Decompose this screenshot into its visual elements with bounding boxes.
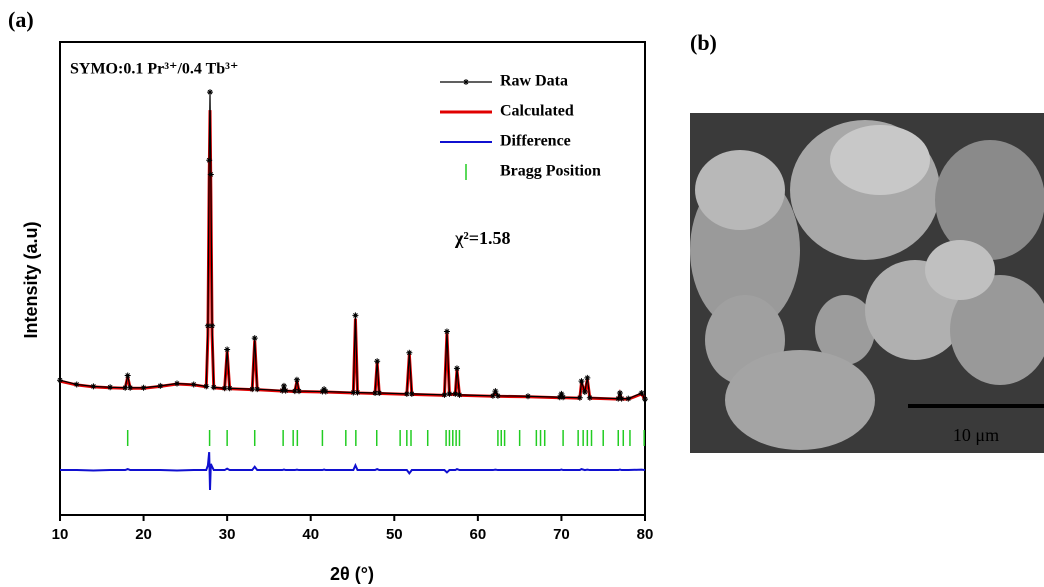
- data-marker: [209, 322, 216, 329]
- sem-image: [690, 113, 1044, 453]
- plot-frame: [59, 41, 646, 516]
- data-marker: [584, 374, 591, 381]
- data-marker: [254, 386, 261, 393]
- data-marker: [57, 377, 63, 384]
- data-marker: [73, 381, 80, 388]
- data-marker: [249, 386, 256, 393]
- legend-label: Raw Data: [500, 73, 568, 90]
- data-marker: [352, 312, 359, 319]
- data-marker: [224, 346, 231, 353]
- data-marker: [350, 389, 357, 396]
- data-marker: [441, 391, 448, 398]
- data-marker: [319, 388, 326, 395]
- data-marker: [291, 388, 298, 395]
- data-marker: [157, 382, 164, 389]
- x-tick-label: 70: [553, 526, 570, 543]
- data-marker: [492, 388, 499, 395]
- data-marker: [560, 394, 567, 401]
- data-marker: [293, 376, 300, 383]
- x-tick-label: 50: [386, 526, 403, 543]
- data-marker: [406, 349, 413, 356]
- data-marker: [190, 381, 197, 388]
- data-marker: [354, 389, 361, 396]
- data-marker: [578, 378, 585, 385]
- data-marker: [556, 394, 563, 401]
- x-axis-label: 2θ (°): [330, 564, 374, 584]
- x-tick-label: 30: [219, 526, 236, 543]
- series-line: [60, 451, 646, 490]
- data-marker: [122, 384, 129, 391]
- data-marker: [489, 392, 496, 399]
- data-marker: [586, 394, 593, 401]
- data-marker: [279, 387, 286, 394]
- data-marker: [282, 387, 289, 394]
- data-marker: [494, 392, 501, 399]
- data-marker: [210, 384, 217, 391]
- legend-marker: [463, 79, 469, 85]
- data-marker: [558, 390, 565, 397]
- chart-title: SYMO:0.1 Pr³⁺/0.4 Tb³⁺: [70, 61, 238, 78]
- data-marker: [296, 388, 303, 395]
- data-marker: [280, 382, 287, 389]
- data-marker: [107, 384, 114, 391]
- data-marker: [127, 384, 134, 391]
- data-marker: [204, 322, 211, 329]
- data-marker: [321, 386, 328, 393]
- x-tick-label: 60: [470, 526, 487, 543]
- data-marker: [616, 389, 623, 396]
- data-marker: [376, 389, 383, 396]
- panel-label: (a): [8, 7, 34, 32]
- data-marker: [642, 396, 648, 403]
- legend-label: Bragg Position: [500, 163, 601, 180]
- data-marker: [625, 395, 632, 402]
- legend-label: Difference: [500, 133, 571, 150]
- x-tick-label: 10: [52, 526, 69, 543]
- data-marker: [453, 365, 460, 372]
- data-marker: [615, 395, 622, 402]
- data-marker: [446, 390, 453, 397]
- data-marker: [221, 385, 228, 392]
- data-marker: [207, 171, 214, 178]
- x-tick-label: 20: [135, 526, 152, 543]
- data-marker: [618, 395, 625, 402]
- legend-label: Calculated: [500, 103, 574, 120]
- annotation: χ²=1.58: [454, 228, 510, 248]
- y-axis-label: Intensity (a.u): [21, 221, 41, 338]
- data-marker: [456, 391, 463, 398]
- panel-label: (b): [690, 30, 717, 55]
- data-marker: [408, 390, 415, 397]
- data-marker: [403, 390, 410, 397]
- data-marker: [638, 389, 645, 396]
- data-marker: [174, 380, 180, 387]
- data-marker: [251, 335, 258, 342]
- data-marker: [90, 383, 97, 390]
- data-marker: [207, 89, 214, 96]
- x-tick-label: 40: [302, 526, 319, 543]
- scale-bar-label: 10 μm: [953, 425, 999, 445]
- data-marker: [124, 372, 131, 379]
- data-marker: [525, 393, 531, 400]
- series-line: [59, 110, 647, 401]
- data-marker: [140, 384, 147, 391]
- data-marker: [443, 328, 450, 335]
- data-marker: [203, 383, 210, 390]
- x-tick-label: 80: [637, 526, 654, 543]
- data-marker: [452, 390, 459, 397]
- data-marker: [372, 389, 379, 396]
- data-marker: [374, 358, 381, 365]
- data-marker: [576, 394, 583, 401]
- data-marker: [322, 388, 329, 395]
- data-marker: [581, 389, 588, 396]
- data-marker: [206, 157, 213, 164]
- data-marker: [226, 385, 233, 392]
